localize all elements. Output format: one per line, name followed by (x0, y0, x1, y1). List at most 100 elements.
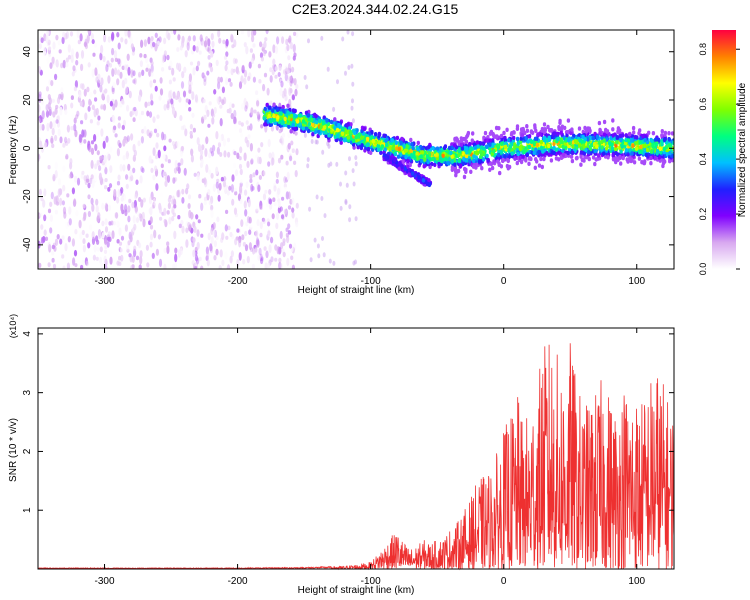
heatmap-cell (163, 104, 167, 111)
heatmap-cell (253, 109, 257, 114)
heatmap-cell (420, 146, 425, 152)
heatmap-cell (172, 91, 176, 99)
heatmap-cell (207, 188, 211, 196)
heatmap-cell (42, 235, 46, 243)
heatmap-cell (40, 197, 44, 202)
heatmap-cell (187, 194, 192, 200)
heatmap-cell (287, 131, 291, 139)
heatmap-cell (526, 139, 530, 144)
heatmap-cell (233, 207, 238, 215)
heatmap-cell (186, 42, 190, 51)
heatmap-cell (218, 182, 222, 191)
spectrogram-frame (37, 29, 675, 270)
heatmap-cell (116, 31, 120, 38)
heatmap-cell (83, 139, 87, 144)
heatmap-cell (64, 109, 68, 115)
heatmap-cell (148, 196, 153, 205)
heatmap-cell (127, 205, 131, 213)
heatmap-cell (315, 194, 319, 200)
heatmap-cell (170, 199, 174, 205)
heatmap-cell (129, 264, 134, 269)
heatmap-cell (547, 137, 551, 142)
heatmap-cell (89, 224, 93, 231)
heatmap-cell (141, 69, 145, 77)
heatmap-cell (606, 155, 610, 160)
heatmap-cell (152, 174, 156, 181)
heatmap-cell (92, 52, 96, 57)
heatmap-cell (114, 57, 118, 63)
heatmap-cell (172, 177, 176, 184)
heatmap-cell (262, 116, 266, 121)
heatmap-cell (279, 87, 283, 96)
heatmap-cell (133, 106, 137, 112)
heatmap-cell (134, 206, 138, 213)
heatmap-cell (225, 235, 229, 240)
heatmap-cell (256, 156, 261, 164)
heatmap-cell (545, 151, 549, 156)
heatmap-cell (340, 131, 345, 136)
heatmap-cell (336, 79, 339, 85)
heatmap-cell (621, 155, 625, 161)
heatmap-cell (181, 225, 185, 234)
heatmap-cell (185, 98, 189, 103)
heatmap-cell (65, 221, 69, 229)
heatmap-cell (395, 163, 399, 168)
heatmap-cell (420, 150, 425, 155)
heatmap-cell (180, 125, 185, 131)
heatmap-cell (243, 77, 247, 85)
heatmap-cell (471, 131, 475, 136)
heatmap-cell (289, 129, 293, 134)
heatmap-cell (177, 34, 181, 41)
heatmap-cell (584, 147, 588, 153)
heatmap-cell (264, 64, 268, 72)
chart-title: C2E3.2024.344.02.24.G15 (292, 1, 459, 17)
heatmap-cell (286, 44, 290, 52)
heatmap-cell (571, 144, 575, 149)
heatmap-cell (287, 124, 291, 129)
heatmap-cell (248, 61, 252, 69)
heatmap-cell (168, 79, 172, 85)
heatmap-cell (223, 150, 227, 158)
heatmap-cell (243, 200, 247, 209)
heatmap-cell (54, 209, 59, 215)
heatmap-cell (624, 133, 628, 138)
x-tick-label: 0 (501, 276, 507, 287)
heatmap-cell (146, 262, 150, 268)
heatmap-cell (653, 155, 657, 161)
heatmap-cell (662, 137, 667, 143)
heatmap-cell (274, 45, 279, 55)
heatmap-cell (179, 115, 183, 121)
heatmap-cell (551, 150, 555, 155)
heatmap-cell (267, 262, 271, 269)
heatmap-cell (55, 104, 59, 110)
heatmap-cell (106, 236, 111, 242)
heatmap-cell (230, 184, 234, 193)
heatmap-cell (291, 211, 295, 219)
heatmap-cell (159, 77, 163, 84)
heatmap-cell (539, 145, 544, 150)
heatmap-cell (80, 50, 85, 59)
heatmap-cell (310, 117, 314, 123)
heatmap-cell (583, 137, 587, 142)
heatmap-cell (180, 145, 185, 152)
heatmap-cell (52, 111, 56, 116)
heatmap-cell (660, 133, 664, 138)
heatmap-cell (68, 218, 72, 226)
heatmap-cell (163, 133, 167, 141)
heatmap-cell (419, 154, 423, 159)
heatmap-cell (150, 191, 154, 201)
heatmap-cell (167, 202, 171, 210)
heatmap-cell (229, 255, 233, 264)
heatmap-cell (190, 212, 194, 219)
heatmap-cell (311, 132, 315, 137)
heatmap-cell (131, 255, 135, 263)
heatmap-cell (49, 201, 53, 207)
heatmap-cell (247, 75, 251, 82)
heatmap-cell (226, 137, 231, 143)
heatmap-cell (177, 30, 181, 35)
heatmap-cell (621, 133, 625, 138)
heatmap-cell (65, 31, 69, 39)
heatmap-cell (287, 63, 292, 71)
heatmap-cell (90, 197, 94, 205)
heatmap-cell (132, 154, 136, 162)
